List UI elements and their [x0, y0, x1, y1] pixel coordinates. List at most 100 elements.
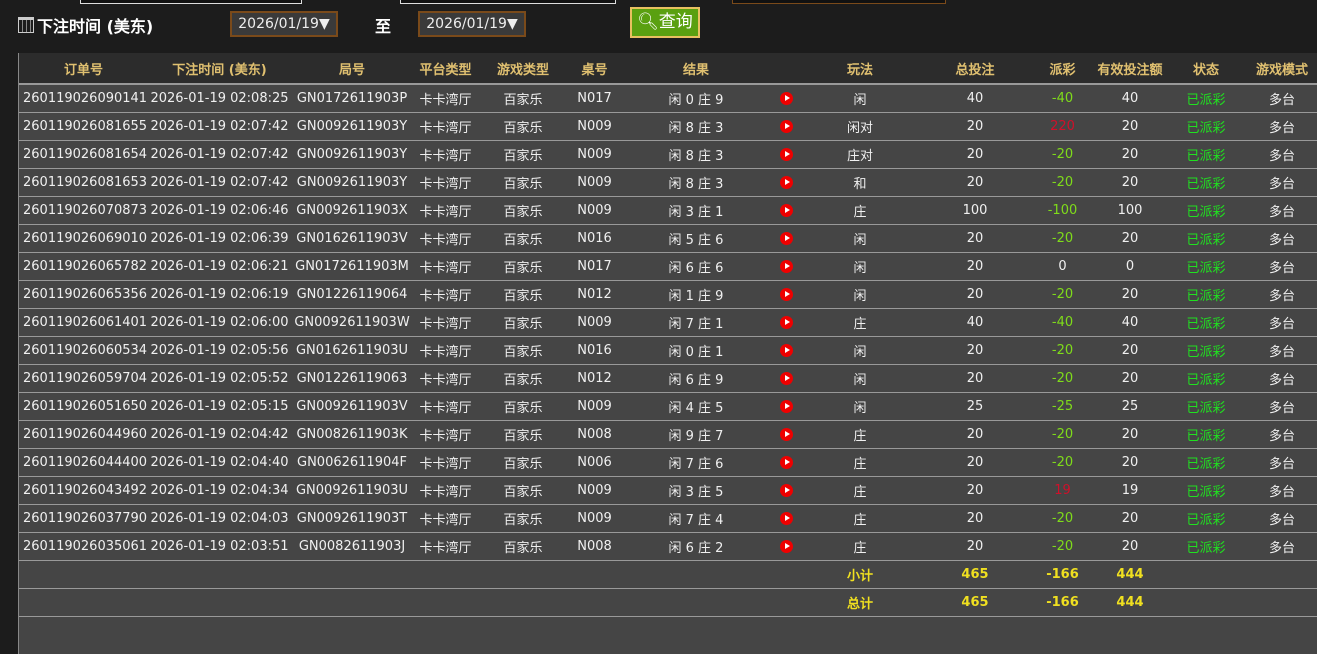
status-cell: 已派彩: [1166, 280, 1246, 309]
calendar-icon: [18, 17, 34, 33]
game-type-cell: 百家乐: [478, 532, 568, 561]
game-mode-cell: 多台: [1246, 252, 1317, 281]
empty-cell: [148, 560, 291, 589]
play-video-icon[interactable]: [779, 540, 793, 553]
platform-cell: 卡卡湾厅: [413, 196, 478, 225]
play-video-icon[interactable]: [779, 232, 793, 245]
payout-cell: 220: [1031, 112, 1094, 141]
column-header: 下注时间 (美东): [148, 53, 291, 85]
total-bet-cell: 20: [919, 336, 1031, 365]
result-cell: 闲 3 庄 1: [621, 196, 771, 225]
top-input-2[interactable]: [400, 0, 616, 4]
status-cell: 已派彩: [1166, 532, 1246, 561]
game-type-cell: 百家乐: [478, 336, 568, 365]
total-bet-cell: 20: [919, 532, 1031, 561]
empty-cell: [1166, 588, 1246, 617]
result-cell: 闲 4 庄 5: [621, 392, 771, 421]
empty-cell: [413, 560, 478, 589]
table-row: 260119026065782 2026-01-19 02:06:21 GN0172…: [19, 252, 1317, 281]
payout-cell: -40: [1031, 308, 1094, 337]
round-id-cell: GN0092611903T: [291, 504, 413, 533]
table-row: 260119026060534 2026-01-19 02:05:56 GN0162…: [19, 336, 1317, 365]
result-cell: 闲 6 庄 6: [621, 252, 771, 281]
round-id-cell: GN0082611903K: [291, 420, 413, 449]
video-cell: [771, 252, 801, 281]
table-row: 260119026059704 2026-01-19 02:05:52 GN0122…: [19, 364, 1317, 393]
game-type-cell: 百家乐: [478, 196, 568, 225]
round-id-cell: GN0092611903Y: [291, 112, 413, 141]
empty-cell: [19, 560, 148, 589]
platform-cell: 卡卡湾厅: [413, 476, 478, 505]
play-video-icon[interactable]: [779, 400, 793, 413]
play-video-icon[interactable]: [779, 484, 793, 497]
play-video-icon[interactable]: [779, 204, 793, 217]
round-id-cell: GN0092611903Y: [291, 140, 413, 169]
game-type-cell: 百家乐: [478, 420, 568, 449]
total-bet-cell: 20: [919, 224, 1031, 253]
play-type-cell: 庄: [801, 308, 919, 337]
play-video-icon[interactable]: [779, 316, 793, 329]
platform-cell: 卡卡湾厅: [413, 364, 478, 393]
platform-cell: 卡卡湾厅: [413, 112, 478, 141]
video-cell: [771, 504, 801, 533]
play-type-cell: 闲: [801, 224, 919, 253]
top-input-3[interactable]: [732, 0, 946, 4]
subtotal-row: 小计 465 -166 444: [19, 560, 1317, 589]
game-mode-cell: 多台: [1246, 112, 1317, 141]
total-bet-cell: 40: [919, 308, 1031, 337]
platform-cell: 卡卡湾厅: [413, 448, 478, 477]
game-type-cell: 百家乐: [478, 448, 568, 477]
play-video-icon[interactable]: [779, 288, 793, 301]
column-header: [771, 53, 801, 85]
valid-bet-cell: 20: [1094, 280, 1166, 309]
payout-cell: 19: [1031, 476, 1094, 505]
platform-cell: 卡卡湾厅: [413, 280, 478, 309]
order-id-cell: 260119026044960: [19, 420, 148, 449]
query-button[interactable]: 🔍︎查询: [630, 7, 700, 38]
table-no-cell: N009: [568, 196, 621, 225]
play-video-icon[interactable]: [779, 260, 793, 273]
play-video-icon[interactable]: [779, 512, 793, 525]
table-no-cell: N012: [568, 280, 621, 309]
result-cell: 闲 0 庄 9: [621, 84, 771, 113]
round-id-cell: GN0092611903W: [291, 308, 413, 337]
play-video-icon[interactable]: [779, 176, 793, 189]
end-date-select[interactable]: 2026/01/19▼: [418, 11, 526, 37]
valid-bet-cell: 40: [1094, 308, 1166, 337]
table-no-cell: N017: [568, 84, 621, 113]
game-mode-cell: 多台: [1246, 168, 1317, 197]
payout-cell: -20: [1031, 504, 1094, 533]
play-video-icon[interactable]: [779, 428, 793, 441]
round-id-cell: GN0172611903M: [291, 252, 413, 281]
play-video-icon[interactable]: [779, 120, 793, 133]
subtotal-payout: -166: [1031, 560, 1094, 589]
play-video-icon[interactable]: [779, 372, 793, 385]
table-no-cell: N009: [568, 140, 621, 169]
valid-bet-cell: 20: [1094, 448, 1166, 477]
order-id-cell: 260119026051650: [19, 392, 148, 421]
payout-cell: -20: [1031, 280, 1094, 309]
total-bet-cell: 20: [919, 420, 1031, 449]
valid-bet-cell: 25: [1094, 392, 1166, 421]
bet-time-cell: 2026-01-19 02:04:34: [148, 476, 291, 505]
result-cell: 闲 6 庄 2: [621, 532, 771, 561]
empty-cell: [1246, 588, 1317, 617]
table-row: 260119026044960 2026-01-19 02:04:42 GN0082…: [19, 420, 1317, 449]
play-video-icon[interactable]: [779, 148, 793, 161]
play-type-cell: 闲: [801, 252, 919, 281]
play-video-icon[interactable]: [779, 456, 793, 469]
game-mode-cell: 多台: [1246, 532, 1317, 561]
status-cell: 已派彩: [1166, 224, 1246, 253]
platform-cell: 卡卡湾厅: [413, 252, 478, 281]
play-video-icon[interactable]: [779, 344, 793, 357]
play-video-icon[interactable]: [779, 92, 793, 105]
top-input-1[interactable]: [80, 0, 302, 4]
play-type-cell: 闲: [801, 364, 919, 393]
total-bet-cell: 20: [919, 448, 1031, 477]
round-id-cell: GN0162611903V: [291, 224, 413, 253]
platform-cell: 卡卡湾厅: [413, 420, 478, 449]
start-date-select[interactable]: 2026/01/19▼: [230, 11, 338, 37]
grandtotal-valid-bet: 444: [1094, 588, 1166, 617]
video-cell: [771, 420, 801, 449]
valid-bet-cell: 20: [1094, 532, 1166, 561]
